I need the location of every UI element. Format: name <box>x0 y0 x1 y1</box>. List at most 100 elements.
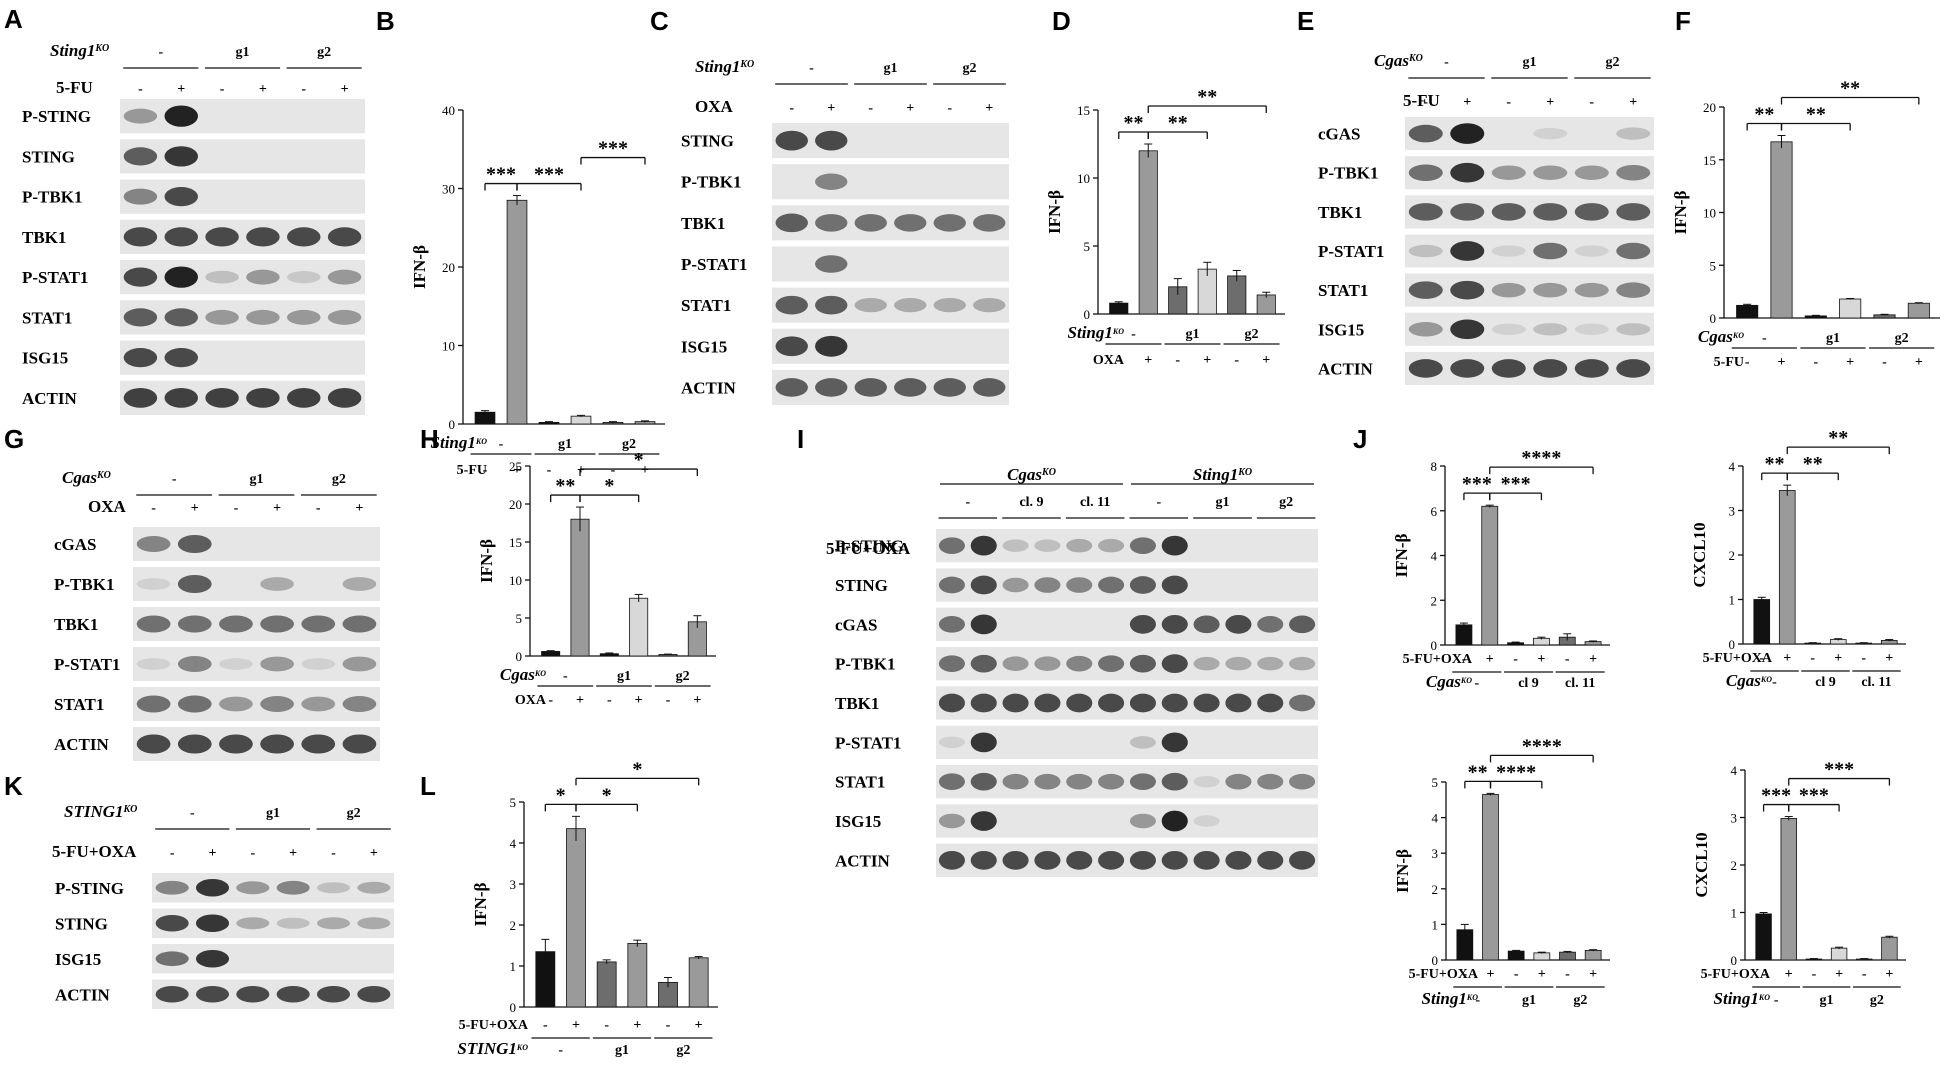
protein-band <box>1002 577 1029 593</box>
protein-band <box>1225 850 1252 870</box>
significance-stars: *** <box>1799 785 1829 807</box>
condition-sign: - <box>1761 967 1766 982</box>
y-tick-label: 2 <box>510 918 517 933</box>
blot-strip <box>1405 273 1654 307</box>
genotype-label: CgasKO <box>1698 327 1744 346</box>
condition-sign: + <box>1778 355 1786 370</box>
protein-band <box>177 734 212 754</box>
protein-band <box>1408 359 1443 378</box>
protein-band <box>1129 693 1156 713</box>
lane-sign: - <box>316 501 321 516</box>
condition-sign: - <box>666 693 671 708</box>
blot-panel-K: K STING1KO - g1 g2 5-FU+OXA - + - + - + P-STING STING… <box>4 771 394 1009</box>
group-label: - <box>1475 993 1480 1008</box>
protein-band <box>1533 165 1568 180</box>
protein-band <box>357 881 391 894</box>
condition-sign: - <box>543 1018 548 1033</box>
genotype-label: STING1KO <box>457 1039 528 1058</box>
lane-sign: + <box>1629 95 1637 110</box>
blot-strip <box>120 340 365 375</box>
protein-label: P-STAT1 <box>681 255 747 274</box>
protein-band <box>1257 693 1284 713</box>
significance-stars: **** <box>1521 447 1561 469</box>
lane-sign: - <box>151 501 156 516</box>
data-bar <box>1753 599 1771 645</box>
protein-band <box>287 309 321 325</box>
blot-strip <box>133 727 380 761</box>
group-label: - <box>809 61 814 76</box>
group-label: g1 <box>1820 993 1834 1008</box>
condition-sign: + <box>1144 353 1152 368</box>
y-axis-label: IFN-β <box>1671 191 1690 235</box>
protein-band <box>1574 359 1609 378</box>
condition-sign: - <box>548 693 553 708</box>
treatment-label: 5-FU+OXA <box>826 539 911 558</box>
protein-band <box>327 387 362 408</box>
lane-sign: - <box>789 101 794 116</box>
y-tick-label: 15 <box>509 535 522 550</box>
protein-band <box>933 298 966 313</box>
group-label: g1 <box>1523 55 1537 70</box>
panel-label: I <box>797 424 804 454</box>
blot-strip <box>133 567 380 601</box>
data-bar <box>1482 794 1499 961</box>
condition-sign: + <box>693 693 701 708</box>
protein-band <box>357 985 391 1003</box>
panel-label: C <box>650 6 669 36</box>
protein-band <box>219 615 253 633</box>
protein-band <box>970 811 997 831</box>
condition-sign: + <box>576 693 584 708</box>
significance-stars: ** <box>1828 427 1848 449</box>
protein-band <box>1161 772 1188 791</box>
protein-label: STING <box>835 576 888 595</box>
y-tick-label: 3 <box>1731 811 1738 826</box>
blot-strip <box>152 908 394 938</box>
protein-band <box>287 387 321 408</box>
protein-band <box>1193 656 1220 671</box>
genotype-label: Sting1KO <box>1068 323 1125 342</box>
panel-label: A <box>4 4 23 34</box>
protein-label: cGAS <box>835 615 878 634</box>
blot-strip <box>936 647 1318 681</box>
group-label: - <box>1474 676 1479 691</box>
protein-band <box>1533 282 1568 298</box>
condition-sign: + <box>1885 967 1893 982</box>
y-tick-label: 6 <box>1431 504 1438 519</box>
data-bar <box>566 828 586 1008</box>
protein-band <box>1161 535 1188 556</box>
y-tick-label: 4 <box>510 836 517 851</box>
lane-sign: - <box>220 82 225 97</box>
blot-strip <box>152 873 394 903</box>
y-tick-label: 15 <box>1077 103 1090 118</box>
protein-band <box>205 387 239 408</box>
group-label: cl. 11 <box>1565 676 1595 691</box>
condition-sign: - <box>611 463 616 478</box>
y-tick-label: 0 <box>1084 307 1091 322</box>
y-tick-label: 4 <box>1731 763 1738 778</box>
protein-band <box>1574 323 1609 335</box>
data-bar <box>570 415 592 425</box>
condition-sign: - <box>1514 967 1519 982</box>
treatment-label: 5-FU <box>457 463 487 478</box>
group-label: g2 <box>1895 331 1909 346</box>
protein-band <box>1161 732 1188 753</box>
protein-band <box>205 270 239 284</box>
condition-sign: - <box>1745 355 1750 370</box>
y-tick-label: 0 <box>1432 953 1439 968</box>
lane-sign: - <box>868 101 873 116</box>
protein-band <box>938 576 965 594</box>
condition-sign: + <box>577 463 585 478</box>
y-tick-label: 0 <box>449 417 456 432</box>
y-tick-label: 5 <box>516 611 523 626</box>
condition-sign: + <box>572 1018 580 1033</box>
significance-stars: *** <box>486 164 516 186</box>
protein-band <box>938 736 965 749</box>
condition-sign: - <box>1812 967 1817 982</box>
protein-band <box>195 950 230 968</box>
blot-strip <box>120 300 365 335</box>
protein-band <box>1034 539 1061 552</box>
genotype-label: Sting1KO <box>50 41 109 60</box>
treatment-label: 5-FU+OXA <box>1409 967 1479 982</box>
protein-band <box>973 214 1006 232</box>
